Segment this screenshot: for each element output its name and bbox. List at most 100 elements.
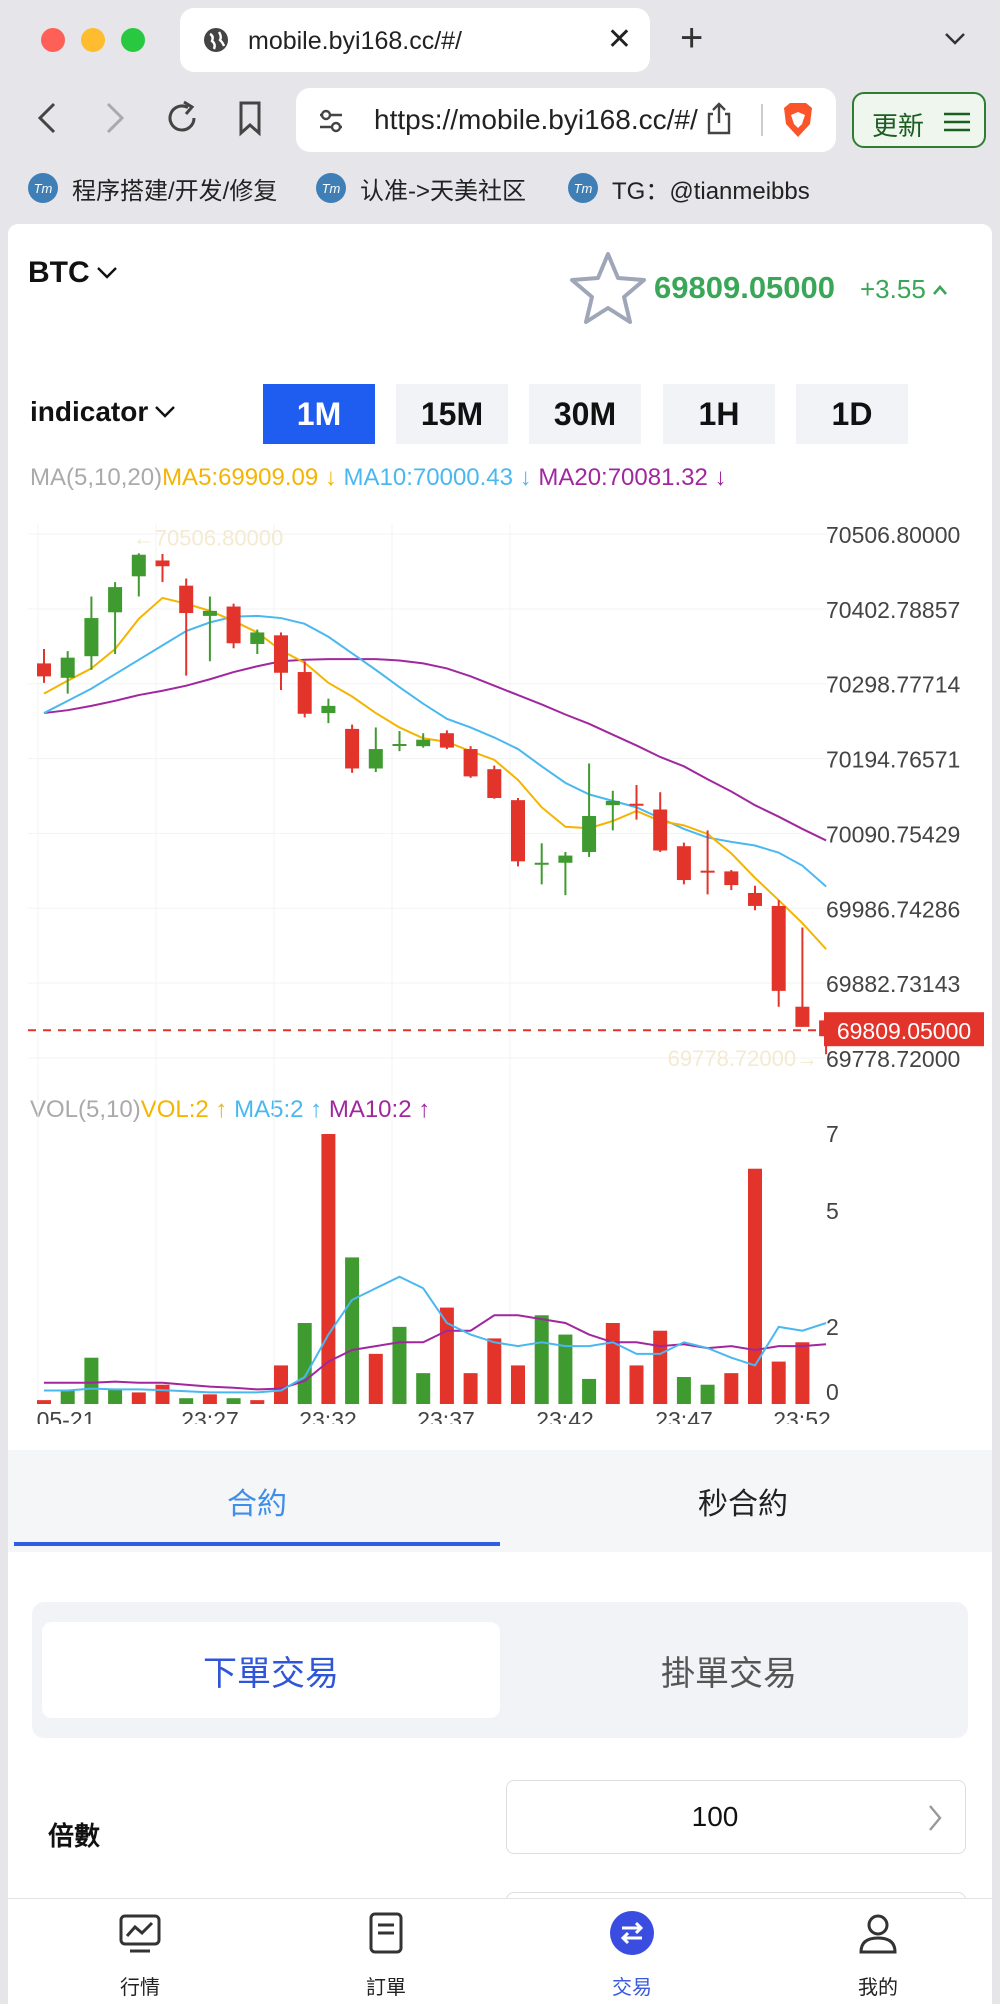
zoom-window-button[interactable]: [121, 28, 145, 52]
period-tab-15m[interactable]: 15M: [396, 384, 508, 444]
volume-axis-label: 5: [826, 1198, 839, 1224]
chevron-down-icon[interactable]: [944, 28, 966, 50]
volume-bar: [487, 1338, 502, 1404]
ma10-line: [43, 614, 827, 888]
nav-profile-label: 我的: [858, 1977, 898, 1999]
bookmarks-bar: Tm 程序搭建/开发/修复 Tm 认准->天美社区 Tm TG：@tianmei…: [0, 158, 1000, 218]
period-tab-1d[interactable]: 1D: [796, 384, 908, 444]
current-price-tag: [824, 1012, 984, 1047]
order-type-switch: 下單交易 掛單交易: [32, 1602, 968, 1738]
forward-icon[interactable]: [94, 98, 134, 138]
nav-orders-label: 訂單: [366, 1977, 406, 1999]
tm-logo-icon: Tm: [28, 173, 58, 203]
menu-icon: [944, 112, 970, 132]
bottom-nav: 行情 訂單 交易 我的: [8, 1898, 992, 2004]
ma-legend: MA(5,10,20)MA5:69909.09 ↓ MA10:70000.43 …: [30, 464, 726, 492]
volume-bar: [771, 1361, 786, 1404]
tab-second-contract[interactable]: 秒合約: [698, 1488, 788, 1521]
ma-legend-label: MA(5,10,20): [30, 464, 163, 491]
price-axis-label: 70194.76571: [826, 747, 960, 773]
leverage-label: 倍數: [48, 1821, 101, 1851]
back-icon[interactable]: [28, 98, 68, 138]
bookmark-item[interactable]: Tm TG：@tianmeibbs: [568, 170, 810, 206]
url-text[interactable]: https://mobile.byi168.cc/#/: [374, 104, 698, 135]
candle: [582, 815, 597, 852]
vol-ma10-line: [44, 1314, 827, 1391]
browser-tab[interactable]: mobile.byi168.cc/#/ ✕: [180, 8, 650, 72]
share-icon[interactable]: [704, 102, 734, 136]
volume-bar: [321, 1134, 336, 1404]
period-tab-1m[interactable]: 1M: [263, 384, 375, 444]
volume-bar: [605, 1323, 620, 1404]
bookmark-icon[interactable]: [230, 98, 270, 138]
minimize-window-button[interactable]: [81, 28, 105, 52]
volume-bar: [653, 1330, 668, 1404]
candle: [60, 657, 75, 678]
brave-shield-icon[interactable]: [780, 100, 816, 140]
browser-nav-bar: https://mobile.byi168.cc/#/ 更新: [0, 80, 1000, 158]
reload-icon[interactable]: [162, 98, 202, 138]
price-change-value: +3.55: [860, 274, 926, 304]
candle: [416, 739, 431, 747]
symbol-selector[interactable]: BTC: [28, 256, 118, 290]
leverage-selector[interactable]: 100: [506, 1780, 966, 1854]
volume-bar: [582, 1378, 597, 1404]
site-settings-icon[interactable]: [316, 106, 346, 136]
price-axis-label: 69778.72000: [826, 1046, 960, 1072]
vol-legend-value: VOL:2: [140, 1096, 209, 1123]
limit-order-tab[interactable]: 掛單交易: [661, 1654, 797, 1693]
candle: [274, 635, 288, 673]
candle: [795, 1006, 810, 1027]
order-document-icon: [369, 1912, 403, 1954]
ma20-line: [43, 658, 827, 842]
address-bar-divider: [761, 104, 763, 136]
nav-profile[interactable]: 我的: [816, 1911, 936, 2001]
market-order-tab[interactable]: 下單交易: [42, 1622, 500, 1718]
ma10-legend: MA10:70000.43: [343, 464, 513, 491]
volume-bar: [179, 1398, 194, 1404]
update-button[interactable]: 更新: [852, 92, 986, 148]
nav-market[interactable]: 行情: [78, 1911, 198, 2001]
bookmark-label: 认准->天美社区: [360, 177, 527, 205]
period-tab-30m[interactable]: 30M: [529, 384, 641, 444]
chevron-down-icon: [155, 406, 176, 418]
favorite-star-icon[interactable]: [568, 250, 648, 326]
candle: [37, 663, 51, 677]
close-tab-icon[interactable]: ✕: [606, 23, 632, 56]
nav-orders[interactable]: 訂單: [324, 1911, 444, 2001]
address-bar[interactable]: https://mobile.byi168.cc/#/: [296, 88, 836, 152]
volume-bar: [700, 1384, 715, 1404]
down-arrow-icon: ↓: [707, 464, 727, 491]
vol-ma10-legend: MA10:2: [328, 1096, 412, 1123]
volume-bar: [108, 1388, 123, 1404]
bookmark-label: TG：@tianmeibbs: [612, 177, 810, 205]
new-tab-icon[interactable]: +: [680, 16, 704, 60]
indicator-label: indicator: [30, 396, 149, 427]
candle: [653, 809, 668, 851]
close-window-button[interactable]: [41, 28, 65, 52]
candle: [511, 800, 525, 862]
candle: [202, 610, 217, 616]
price-change: +3.55: [860, 274, 948, 305]
period-tab-1h[interactable]: 1H: [663, 384, 775, 444]
indicator-selector[interactable]: indicator: [30, 396, 176, 428]
price-axis-label: 70506.80000: [826, 522, 960, 548]
nav-trade[interactable]: 交易: [570, 1911, 690, 2001]
chevron-right-icon: [929, 1805, 942, 1831]
kline-chart[interactable]: 70506.80000 70402.78857 70298.77714 70194.7…: [8, 224, 992, 1424]
volume-bar: [202, 1394, 217, 1404]
price-axis-label: 69882.73143: [826, 971, 960, 997]
bookmark-item[interactable]: Tm 认准->天美社区: [316, 170, 526, 206]
chevron-up-icon: [932, 284, 947, 295]
update-label: 更新: [872, 111, 925, 141]
tab-contract[interactable]: 合約: [227, 1488, 287, 1521]
bookmark-item[interactable]: Tm 程序搭建/开发/修复: [28, 170, 277, 206]
price-axis-label: 69986.74286: [826, 896, 960, 922]
volume-bar: [724, 1373, 739, 1404]
candle: [108, 587, 123, 613]
candle: [676, 846, 691, 881]
ma5-legend: MA5:69909.09: [162, 464, 319, 491]
volume-bar: [297, 1323, 312, 1404]
candle: [250, 632, 265, 644]
candle: [605, 800, 620, 806]
